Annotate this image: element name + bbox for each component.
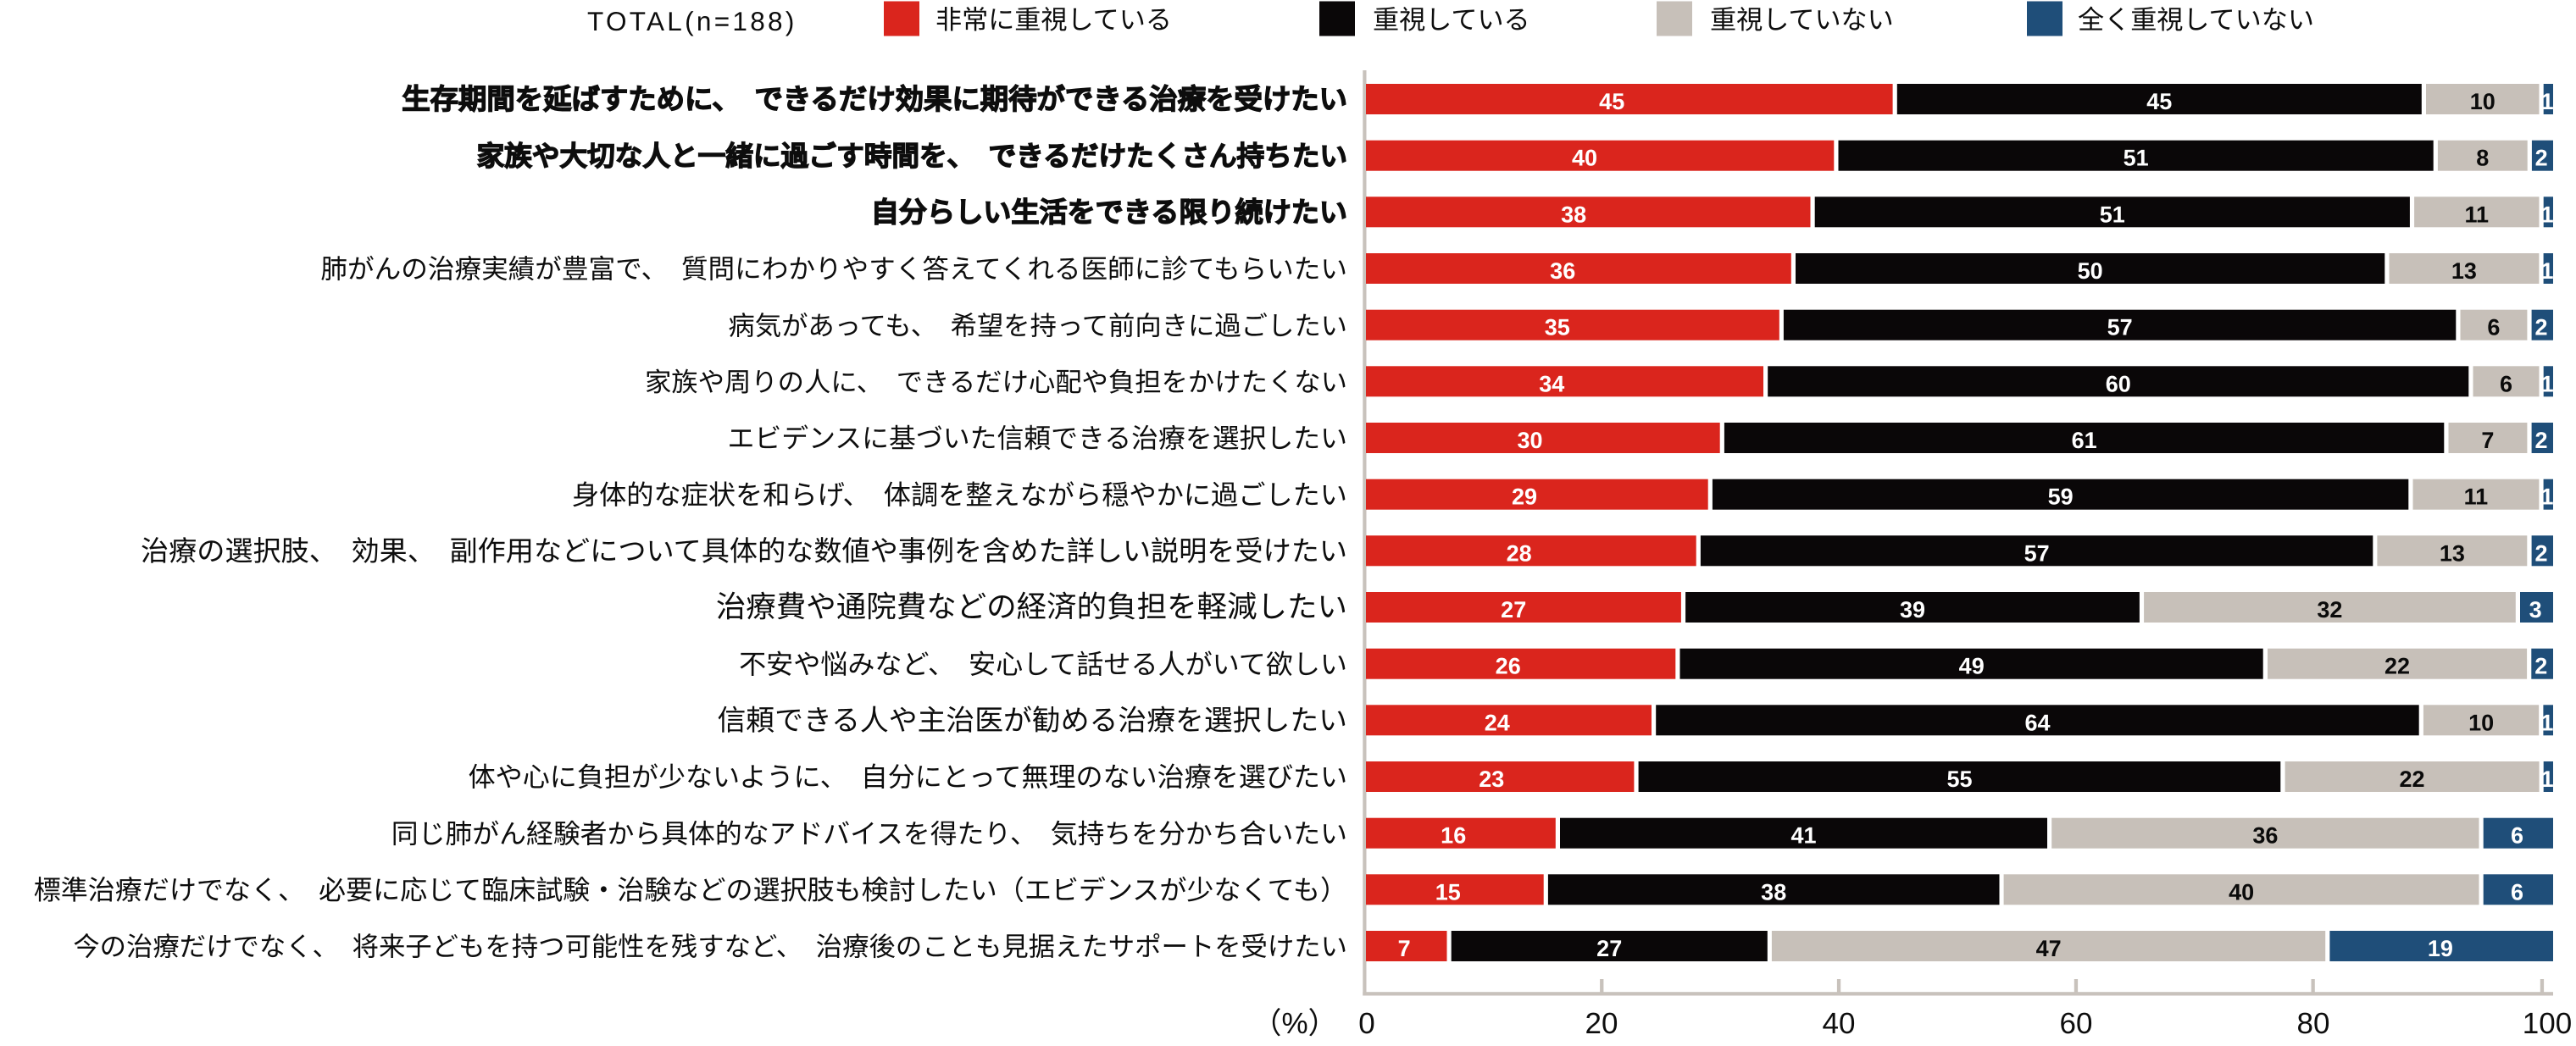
svg-text:16: 16 [1441,823,1466,849]
svg-text:7: 7 [1398,936,1411,961]
svg-text:35: 35 [1545,315,1570,340]
svg-text:2: 2 [2534,428,2547,453]
svg-text:0: 0 [1358,1007,1374,1040]
svg-text:100: 100 [2523,1007,2572,1040]
svg-text:身体的な症状を和らげ、 体調を整えながら穏やかに過ごしたい: 身体的な症状を和らげ、 体調を整えながら穏やかに過ごしたい [572,479,1347,510]
svg-text:38: 38 [1761,879,1786,905]
svg-text:同じ肺がん経験者から具体的なアドバイスを得たり、 気持ちを分: 同じ肺がん経験者から具体的なアドバイスを得たり、 気持ちを分かち合いたい [391,818,1347,849]
svg-text:標準治療だけでなく、 必要に応じて臨床試験・治験などの選択肢: 標準治療だけでなく、 必要に応じて臨床試験・治験などの選択肢も検討したい（エビデ… [34,875,1347,905]
svg-text:49: 49 [1959,654,1985,679]
svg-text:3: 3 [2529,597,2542,623]
svg-text:2: 2 [2534,315,2547,340]
svg-text:13: 13 [2451,258,2477,284]
svg-text:11: 11 [2464,484,2489,510]
svg-text:51: 51 [2124,146,2149,171]
svg-text:40: 40 [1572,146,1597,171]
svg-text:39: 39 [1900,597,1925,623]
svg-text:6: 6 [2500,371,2512,396]
svg-text:信頼できる人や主治医が勧める治療を選択したい: 信頼できる人や主治医が勧める治療を選択したい [717,705,1347,737]
svg-text:80: 80 [2297,1007,2330,1040]
svg-text:27: 27 [1501,597,1526,623]
svg-text:26: 26 [1496,654,1521,679]
svg-text:45: 45 [1599,89,1624,114]
svg-text:57: 57 [2024,540,2050,566]
svg-text:自分らしい生活をできる限り続けたい: 自分らしい生活をできる限り続けたい [871,197,1347,229]
svg-text:22: 22 [2399,767,2424,792]
svg-text:57: 57 [2107,315,2133,340]
svg-text:40: 40 [2229,879,2254,905]
svg-text:2: 2 [2534,654,2547,679]
svg-text:19: 19 [2428,936,2453,961]
svg-text:1: 1 [2541,89,2554,114]
svg-text:27: 27 [1596,936,1622,961]
svg-text:6: 6 [2511,823,2523,849]
svg-text:30: 30 [1517,428,1542,453]
svg-text:41: 41 [1790,823,1816,849]
svg-text:6: 6 [2487,315,2500,340]
svg-text:エビデンスに基づいた信頼できる治療を選択したい: エビデンスに基づいた信頼できる治療を選択したい [728,423,1348,454]
svg-text:45: 45 [2146,89,2172,114]
svg-text:全く重視していない: 全く重視していない [2078,5,2314,35]
svg-text:59: 59 [2048,484,2074,510]
svg-text:50: 50 [2078,258,2103,284]
svg-text:24: 24 [1485,710,1510,735]
svg-text:23: 23 [1479,767,1504,792]
svg-text:60: 60 [2060,1007,2093,1040]
svg-text:38: 38 [1561,202,1586,227]
svg-text:29: 29 [1512,484,1537,510]
svg-text:1: 1 [2541,371,2554,396]
svg-text:6: 6 [2511,879,2523,905]
svg-text:肺がんの治療実績が豊富で、 質問にわかりやすく答えてくれる医: 肺がんの治療実績が豊富で、 質問にわかりやすく答えてくれる医師に診てもらいたい [320,254,1347,285]
svg-text:2: 2 [2534,540,2547,566]
svg-text:2: 2 [2535,146,2548,171]
svg-text:1: 1 [2540,710,2553,735]
svg-text:60: 60 [2106,371,2131,396]
svg-text:36: 36 [1550,258,1575,284]
svg-text:61: 61 [2072,428,2097,453]
svg-text:10: 10 [2468,710,2494,735]
svg-text:10: 10 [2470,89,2496,114]
svg-text:治療費や通院費などの経済的負担を軽減したい: 治療費や通院費などの経済的負担を軽減したい [716,590,1347,624]
svg-text:28: 28 [1507,540,1532,566]
svg-text:治療の選択肢、 効果、 副作用などについて具体的な数値や事例: 治療の選択肢、 効果、 副作用などについて具体的な数値や事例を含めた詳しい説明を… [141,536,1347,567]
svg-text:体や心に負担が少ないように、 自分にとって無理のない治療を選: 体や心に負担が少ないように、 自分にとって無理のない治療を選びたい [469,762,1347,793]
svg-text:（%）: （%） [1252,1007,1337,1040]
svg-text:34: 34 [1539,371,1564,396]
svg-text:今の治療だけでなく、 将来子どもを持つ可能性を残すなど、 治: 今の治療だけでなく、 将来子どもを持つ可能性を残すなど、 治療後のことも見据えた… [73,933,1347,962]
svg-text:家族や周りの人に、 できるだけ心配や負担をかけたくない: 家族や周りの人に、 できるだけ心配や負担をかけたくない [645,368,1347,397]
svg-text:重視している: 重視している [1373,5,1530,35]
svg-text:64: 64 [2024,710,2050,735]
svg-text:TOTAL(n=188): TOTAL(n=188) [587,6,797,36]
svg-text:1: 1 [2541,767,2554,792]
svg-text:22: 22 [2384,654,2410,679]
svg-text:47: 47 [2036,936,2062,961]
svg-text:55: 55 [1946,767,1972,792]
svg-text:1: 1 [2540,484,2553,510]
svg-text:13: 13 [2440,540,2465,566]
svg-text:20: 20 [1585,1007,1618,1040]
svg-text:重視していない: 重視していない [1710,5,1894,35]
svg-text:1: 1 [2540,258,2553,284]
svg-text:15: 15 [1435,879,1461,905]
svg-text:36: 36 [2252,823,2278,849]
svg-text:生存期間を延ばすために、 できるだけ効果に期待ができる治療を: 生存期間を延ばすために、 できるだけ効果に期待ができる治療を受けたい [402,85,1347,116]
svg-text:11: 11 [2465,202,2490,227]
svg-text:病気があっても、 希望を持って前向きに過ごしたい: 病気があっても、 希望を持って前向きに過ごしたい [728,311,1347,340]
svg-text:不安や悩みなど、 安心して話せる人がいて欲しい: 不安や悩みなど、 安心して話せる人がいて欲しい [739,649,1347,679]
svg-text:51: 51 [2100,202,2125,227]
svg-text:1: 1 [2541,202,2554,227]
svg-text:7: 7 [2481,428,2494,453]
svg-text:家族や大切な人と一緒に過ごす時間を、 できるだけたくさん持ち: 家族や大切な人と一緒に過ごす時間を、 できるだけたくさん持ちたい [477,140,1347,171]
svg-text:非常に重視している: 非常に重視している [935,5,1172,35]
svg-text:32: 32 [2317,597,2342,623]
svg-text:8: 8 [2476,146,2489,171]
svg-text:40: 40 [1823,1007,1856,1040]
